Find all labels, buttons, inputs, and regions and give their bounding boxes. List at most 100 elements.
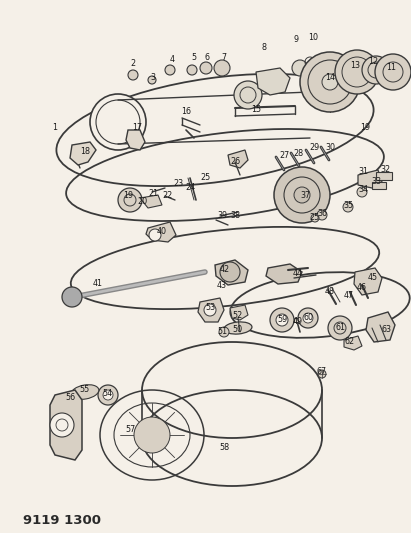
Text: 6: 6 bbox=[205, 52, 210, 61]
Circle shape bbox=[274, 167, 330, 223]
Text: 30: 30 bbox=[325, 142, 335, 151]
Circle shape bbox=[165, 65, 175, 75]
Circle shape bbox=[375, 54, 411, 90]
Text: 62: 62 bbox=[345, 337, 355, 346]
Polygon shape bbox=[358, 170, 382, 188]
Circle shape bbox=[298, 308, 318, 328]
Circle shape bbox=[204, 304, 216, 316]
Text: 21: 21 bbox=[148, 189, 158, 198]
Text: 33: 33 bbox=[371, 177, 381, 187]
Text: 27: 27 bbox=[280, 150, 290, 159]
Text: 17: 17 bbox=[132, 124, 142, 133]
Circle shape bbox=[62, 287, 82, 307]
Circle shape bbox=[220, 262, 240, 282]
Text: 58: 58 bbox=[219, 443, 229, 453]
Polygon shape bbox=[344, 336, 362, 350]
Text: 15: 15 bbox=[251, 106, 261, 115]
Circle shape bbox=[318, 370, 326, 378]
Text: 38: 38 bbox=[230, 211, 240, 220]
Polygon shape bbox=[140, 195, 162, 208]
Polygon shape bbox=[198, 298, 224, 322]
Text: 19: 19 bbox=[123, 191, 133, 200]
Text: 50: 50 bbox=[232, 326, 242, 335]
Text: 49: 49 bbox=[293, 318, 303, 327]
Polygon shape bbox=[354, 268, 382, 295]
Text: 23: 23 bbox=[173, 179, 183, 188]
Bar bbox=[376, 172, 392, 180]
Circle shape bbox=[294, 187, 310, 203]
Polygon shape bbox=[146, 222, 176, 242]
Circle shape bbox=[357, 187, 367, 197]
Polygon shape bbox=[50, 390, 82, 460]
Circle shape bbox=[148, 76, 156, 84]
Text: 22: 22 bbox=[162, 191, 172, 200]
Text: 51: 51 bbox=[217, 327, 227, 336]
Text: 4: 4 bbox=[169, 55, 175, 64]
Circle shape bbox=[292, 60, 308, 76]
Polygon shape bbox=[126, 130, 145, 150]
Text: 41: 41 bbox=[93, 279, 103, 287]
Text: 48: 48 bbox=[325, 287, 335, 296]
Text: 29: 29 bbox=[310, 143, 320, 152]
Circle shape bbox=[322, 74, 338, 90]
Polygon shape bbox=[70, 142, 96, 165]
Text: 13: 13 bbox=[350, 61, 360, 69]
Circle shape bbox=[219, 327, 229, 337]
Bar bbox=[372, 182, 386, 189]
Text: 12: 12 bbox=[368, 58, 378, 67]
Polygon shape bbox=[215, 260, 248, 285]
Circle shape bbox=[134, 417, 170, 453]
Circle shape bbox=[103, 390, 113, 400]
Circle shape bbox=[300, 52, 360, 112]
Circle shape bbox=[335, 50, 379, 94]
Circle shape bbox=[270, 308, 294, 332]
Circle shape bbox=[214, 60, 230, 76]
Text: 43: 43 bbox=[217, 280, 227, 289]
Text: 40: 40 bbox=[157, 228, 167, 237]
Text: 34: 34 bbox=[358, 185, 368, 195]
Circle shape bbox=[98, 385, 118, 405]
Bar bbox=[294, 318, 301, 322]
Text: 45: 45 bbox=[368, 273, 378, 282]
Circle shape bbox=[50, 413, 74, 437]
Text: 10: 10 bbox=[308, 34, 318, 43]
Text: 55: 55 bbox=[79, 385, 89, 394]
Text: 14: 14 bbox=[325, 72, 335, 82]
Text: 3: 3 bbox=[150, 74, 155, 83]
Text: 32: 32 bbox=[380, 166, 390, 174]
Circle shape bbox=[303, 313, 313, 323]
Circle shape bbox=[343, 202, 353, 212]
Text: 11: 11 bbox=[386, 63, 396, 72]
Circle shape bbox=[200, 62, 212, 74]
Text: 20: 20 bbox=[137, 198, 147, 206]
Text: 60: 60 bbox=[303, 313, 313, 322]
Text: 5: 5 bbox=[192, 53, 196, 62]
Text: 24: 24 bbox=[185, 183, 195, 192]
Text: 59: 59 bbox=[277, 316, 287, 325]
Text: 1: 1 bbox=[53, 124, 58, 133]
Text: 57: 57 bbox=[125, 425, 135, 434]
Circle shape bbox=[149, 229, 161, 241]
Text: 47: 47 bbox=[344, 290, 354, 300]
Text: 2: 2 bbox=[130, 59, 136, 68]
Polygon shape bbox=[266, 264, 302, 284]
Ellipse shape bbox=[71, 385, 99, 399]
Text: 25: 25 bbox=[310, 213, 320, 222]
Circle shape bbox=[362, 56, 390, 84]
Circle shape bbox=[311, 214, 319, 222]
Circle shape bbox=[187, 65, 197, 75]
Circle shape bbox=[317, 210, 327, 220]
Text: 35: 35 bbox=[343, 200, 353, 209]
Text: 26: 26 bbox=[230, 157, 240, 166]
Polygon shape bbox=[230, 305, 248, 320]
Text: 25: 25 bbox=[200, 174, 210, 182]
Text: 18: 18 bbox=[80, 148, 90, 157]
Text: 61: 61 bbox=[335, 324, 345, 333]
Circle shape bbox=[328, 316, 352, 340]
Text: 56: 56 bbox=[65, 393, 75, 402]
Text: 16: 16 bbox=[181, 108, 191, 117]
Circle shape bbox=[234, 81, 262, 109]
Text: 67: 67 bbox=[317, 367, 327, 376]
Text: 36: 36 bbox=[317, 208, 327, 217]
Text: 63: 63 bbox=[381, 326, 391, 335]
